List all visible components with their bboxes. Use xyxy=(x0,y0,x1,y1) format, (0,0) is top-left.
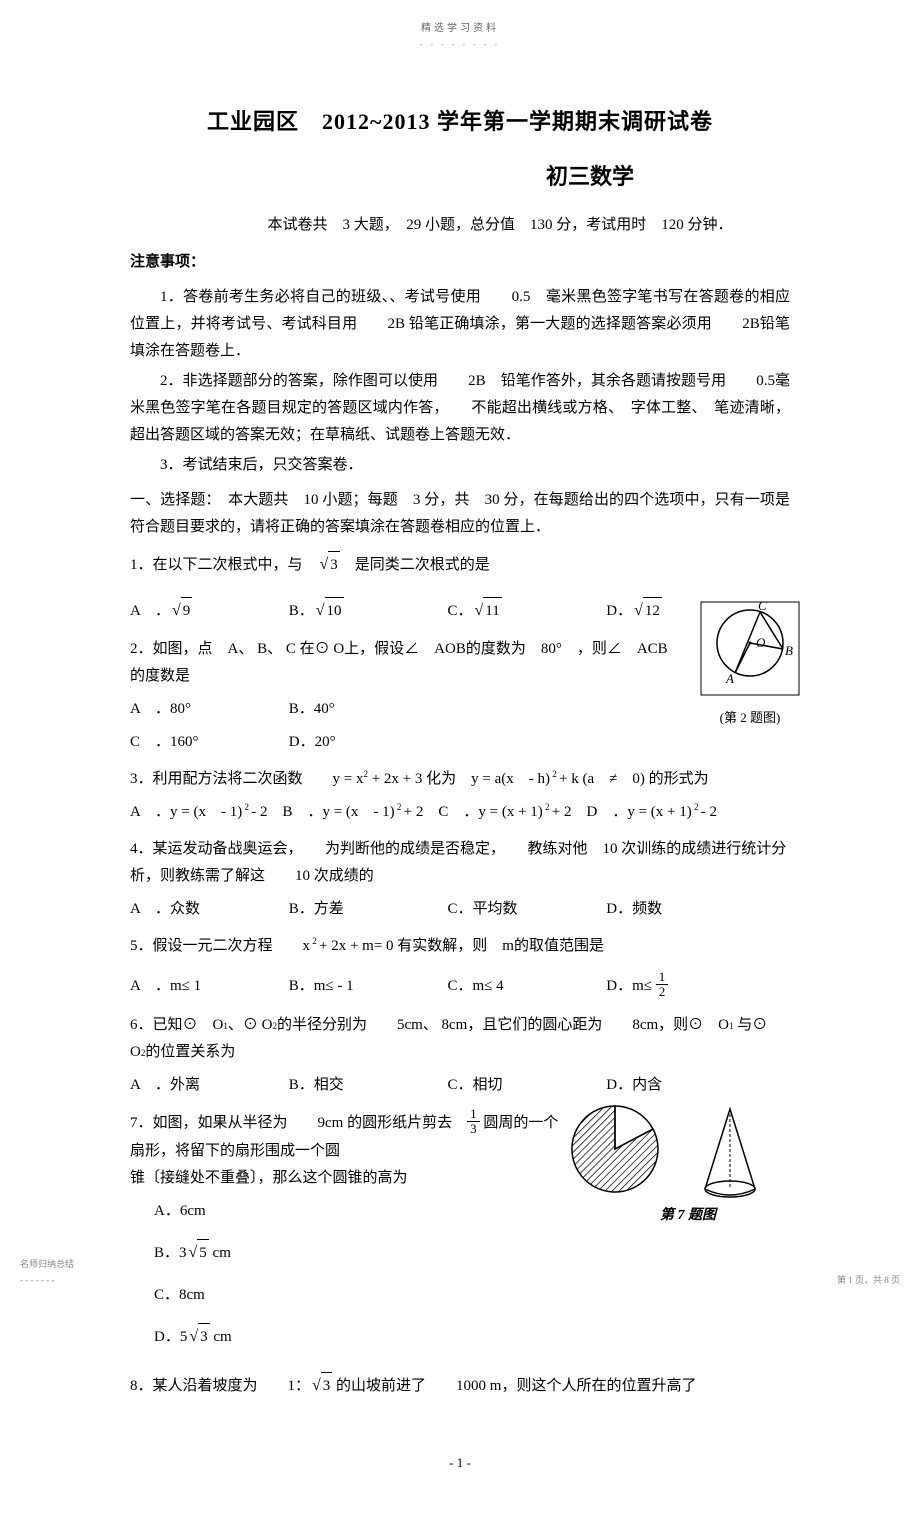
question-2: O B A C (第 2 题图) 2．如图，点 A、 B、 C 在⊙ O上，假设… xyxy=(130,636,790,756)
notice-item-1: 1．答卷前考生务必将自己的班级、、考试号使用 0.5 毫米黑色签字笔书写在答题卷… xyxy=(130,284,790,365)
svg-text:A: A xyxy=(725,671,734,686)
circle-diagram-icon: O B A C xyxy=(700,601,800,696)
q7-optB: B．35 cm xyxy=(154,1239,790,1268)
sqrt-icon: 3 xyxy=(187,1323,209,1352)
q6-optB: B．相交 xyxy=(289,1072,444,1099)
q7-figure: 第 7 题图 xyxy=(560,1094,780,1234)
q2-figure-label: (第 2 题图) xyxy=(700,706,800,729)
q1-optA: A ．9 xyxy=(130,597,285,626)
question-4: 4．某运发动备战奥运会， 为判断他的成绩是否稳定， 教练对他 10 次训练的成绩… xyxy=(130,836,790,923)
sqrt-icon: 12 xyxy=(632,597,662,626)
q2-stem: 2．如图，点 A、 B、 C 在⊙ O上，假设∠ AOB的度数为 80° ，则∠… xyxy=(130,636,790,690)
q1-optC: C．11 xyxy=(448,597,603,626)
q4-optD: D．频数 xyxy=(606,896,761,923)
page-number: - 1 - xyxy=(130,1451,790,1474)
q6-optA: A ．外离 xyxy=(130,1072,285,1099)
sqrt-icon: 5 xyxy=(187,1239,209,1268)
section1-title: 一、选择题： 本大题共 10 小题；每题 3 分，共 30 分，在每题给出的四个… xyxy=(130,487,790,541)
question-7: 第 7 题图 7．如图，如果从半径为 9cm 的圆形纸片剪去 13 圆周的一个扇… xyxy=(130,1109,790,1352)
main-title: 工业园区 2012~2013 学年第一学期期末调研试卷 xyxy=(130,102,790,142)
q3-options: A ．y = (x - 1) 2 - 2 B ．y = (x - 1) 2 + … xyxy=(130,804,717,820)
footer-left: 名师归纳总结 - - - - - - - xyxy=(20,1256,74,1288)
subtitle: 初三数学 xyxy=(130,157,790,197)
q5-optD: D．m≤ 12 xyxy=(606,972,761,1002)
svg-text:第 7 题图: 第 7 题图 xyxy=(660,1206,718,1223)
sqrt-icon: 10 xyxy=(314,597,344,626)
fraction: 13 xyxy=(467,1107,480,1137)
sqrt-icon: 3 xyxy=(310,1372,332,1401)
q1-stem2: 是同类二次根式的是 xyxy=(340,557,490,573)
q1-stem: 1．在以下二次根式中，与 xyxy=(130,557,318,573)
svg-text:C: C xyxy=(758,601,767,613)
q8-stem: 8．某人沿着坡度为 1： xyxy=(130,1378,310,1394)
sqrt-icon: 3 xyxy=(318,551,340,580)
sqrt-icon: 11 xyxy=(473,597,502,626)
exam-info: 本试卷共 3 大题， 29 小题，总分值 130 分，考试用时 120 分钟． xyxy=(130,212,790,239)
question-1: 1．在以下二次根式中，与 3 是同类二次根式的是 A ．9 B．10 C．11 … xyxy=(130,551,790,627)
header-dots: - - - - - - - - xyxy=(130,38,790,52)
footer-right: 第 1 页，共 8 页 xyxy=(837,1272,900,1288)
notice-item-3: 3．考试结束后，只交答案卷． xyxy=(130,452,790,479)
q1-optB: B．10 xyxy=(289,597,444,626)
q2-figure: O B A C (第 2 题图) xyxy=(700,601,800,729)
question-3: 3．利用配方法将二次函数 y = x2 + 2x + 3 化为 y = a(x … xyxy=(130,766,790,826)
sector-cone-diagram-icon: 第 7 题图 xyxy=(560,1094,780,1224)
question-6: 6．已知⊙ O1、⊙ O2的半径分别为 5cm、 8cm，且它们的圆心距为 8c… xyxy=(130,1012,790,1099)
q5-optB: B．m≤ - 1 xyxy=(289,973,444,1000)
q4-optC: C．平均数 xyxy=(448,896,603,923)
q5-optC: C．m≤ 4 xyxy=(448,973,603,1000)
q7-stem: 7．如图，如果从半径为 9cm 的圆形纸片剪去 xyxy=(130,1115,467,1131)
q4-optA: A ．众数 xyxy=(130,896,285,923)
q7-optC: C．8cm xyxy=(154,1282,790,1309)
q4-optB: B．方差 xyxy=(289,896,444,923)
fraction: 12 xyxy=(656,970,669,1000)
q4-stem: 4．某运发动备战奥运会， 为判断他的成绩是否稳定， 教练对他 10 次训练的成绩… xyxy=(130,836,790,890)
header-small-text: 精选学习资料 xyxy=(130,20,790,38)
question-8: 8．某人沿着坡度为 1：3 的山坡前进了 1000 m，则这个人所在的位置升高了 xyxy=(130,1372,790,1401)
q2-optD: D．20° xyxy=(289,729,444,756)
q2-optB: B．40° xyxy=(289,696,444,723)
svg-text:B: B xyxy=(785,643,793,658)
notice-item-2: 2．非选择题部分的答案，除作图可以使用 2B 铅笔作答外，其余各题请按题号用 0… xyxy=(130,368,790,449)
q6-stem: 6．已知⊙ O1、⊙ O2的半径分别为 5cm、 8cm，且它们的圆心距为 8c… xyxy=(130,1017,782,1060)
q3-stem: 3．利用配方法将二次函数 y = x xyxy=(130,771,363,787)
q5-optA: A ．m≤ 1 xyxy=(130,973,285,1000)
svg-text:O: O xyxy=(756,635,766,650)
q7-optD: D．53 cm xyxy=(154,1323,790,1352)
question-5: 5．假设一元二次方程 x 2 + 2x + m= 0 有实数解，则 m的取值范围… xyxy=(130,933,790,1002)
q2-optC: C ．160° xyxy=(130,729,285,756)
notice-title: 注意事项： xyxy=(130,249,790,276)
sqrt-icon: 9 xyxy=(170,597,192,626)
q5-stem: 5．假设一元二次方程 x xyxy=(130,938,310,954)
q2-optA: A ．80° xyxy=(130,696,285,723)
